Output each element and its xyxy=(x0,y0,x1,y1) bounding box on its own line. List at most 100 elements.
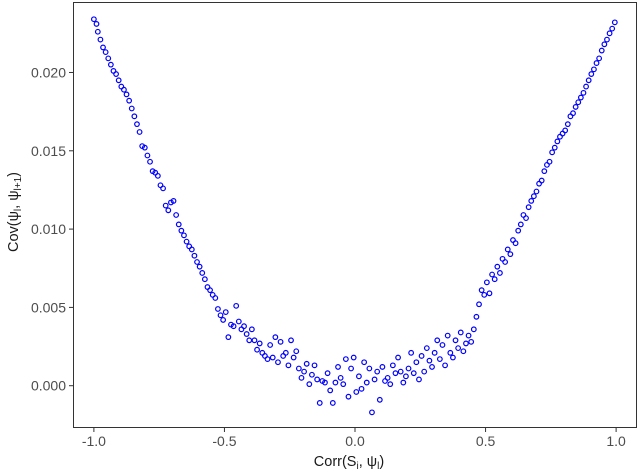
data-point xyxy=(601,41,608,48)
x-axis-title: Corr(Si, ψl) xyxy=(314,454,384,472)
data-point xyxy=(309,371,315,378)
data-point xyxy=(306,381,313,388)
data-point xyxy=(418,353,425,359)
data-point xyxy=(426,357,433,364)
data-point xyxy=(215,306,221,312)
data-point xyxy=(525,204,532,211)
data-point xyxy=(243,331,250,337)
data-point xyxy=(494,263,501,270)
data-point xyxy=(267,342,274,348)
data-point xyxy=(465,332,472,339)
x-tick-label: 0.5 xyxy=(476,433,496,449)
data-point xyxy=(222,309,229,316)
data-point xyxy=(423,345,430,352)
data-point xyxy=(194,259,200,265)
data-point xyxy=(611,19,618,26)
data-point xyxy=(583,83,589,90)
data-point xyxy=(405,365,412,372)
data-point xyxy=(463,340,469,347)
data-point xyxy=(93,21,100,27)
data-point xyxy=(275,359,281,366)
data-point xyxy=(515,227,522,234)
data-point xyxy=(447,349,454,356)
data-point xyxy=(332,379,339,386)
data-point xyxy=(580,89,587,96)
data-point xyxy=(173,212,180,218)
data-point xyxy=(327,387,334,394)
data-point xyxy=(170,197,177,204)
data-point xyxy=(572,104,579,110)
data-point xyxy=(105,55,112,62)
data-point xyxy=(90,16,97,23)
data-point xyxy=(353,389,360,395)
data-point xyxy=(497,270,503,276)
data-point xyxy=(410,370,417,377)
data-point xyxy=(483,279,490,286)
data-point xyxy=(293,348,300,355)
data-point xyxy=(517,221,524,228)
data-point xyxy=(324,370,331,377)
data-point xyxy=(491,276,498,283)
data-point xyxy=(523,215,529,222)
data-point xyxy=(596,55,603,62)
data-point xyxy=(322,379,328,386)
data-point xyxy=(295,365,302,372)
data-point xyxy=(384,374,391,381)
data-point xyxy=(457,329,464,336)
data-point xyxy=(489,271,495,278)
data-point xyxy=(191,252,198,259)
x-tick-label: -0.5 xyxy=(212,433,236,449)
data-point xyxy=(403,373,409,380)
data-point xyxy=(416,376,422,383)
data-point xyxy=(577,94,584,101)
data-point xyxy=(235,318,242,325)
data-point xyxy=(217,312,224,319)
data-point xyxy=(147,158,153,165)
y-tick-label: 0.020 xyxy=(31,64,66,80)
data-point xyxy=(342,356,349,362)
data-point xyxy=(431,349,438,356)
data-point xyxy=(107,61,114,68)
data-point xyxy=(533,188,540,195)
x-axis-ticks: -1.0 -0.5 0.0 0.5 1.0 xyxy=(82,428,626,449)
data-point xyxy=(303,360,310,367)
data-point xyxy=(476,301,482,308)
data-point xyxy=(340,381,347,388)
data-point xyxy=(345,393,352,400)
data-point xyxy=(94,28,101,35)
data-point xyxy=(233,302,240,309)
data-point xyxy=(562,127,569,134)
data-point xyxy=(123,91,130,98)
data-point xyxy=(481,291,488,298)
data-point xyxy=(395,354,401,361)
data-point xyxy=(486,290,493,297)
data-point xyxy=(549,149,556,156)
data-point xyxy=(546,158,553,165)
data-point xyxy=(329,400,336,406)
data-point xyxy=(102,49,109,56)
plot-panel xyxy=(73,2,637,428)
data-point xyxy=(136,129,143,135)
data-point xyxy=(241,323,247,330)
y-axis-ticks: 0.000 0.005 0.010 0.015 0.020 xyxy=(31,64,73,394)
data-point xyxy=(564,121,571,128)
data-point xyxy=(389,362,396,369)
data-point xyxy=(298,374,305,381)
data-point xyxy=(400,379,407,386)
data-point xyxy=(282,349,289,356)
data-point xyxy=(144,152,151,159)
data-point xyxy=(113,71,119,77)
data-point xyxy=(131,113,138,120)
y-axis-title: Cov(ψl, ψl+1) xyxy=(6,172,24,252)
data-point xyxy=(348,365,354,372)
y-tick-label: 0.015 xyxy=(31,143,66,159)
data-point xyxy=(478,287,485,294)
data-point xyxy=(201,276,208,283)
data-point xyxy=(439,342,446,348)
data-point xyxy=(444,332,451,339)
data-point xyxy=(335,364,341,370)
data-point xyxy=(421,368,428,375)
data-point xyxy=(178,227,185,234)
data-point xyxy=(392,370,399,377)
